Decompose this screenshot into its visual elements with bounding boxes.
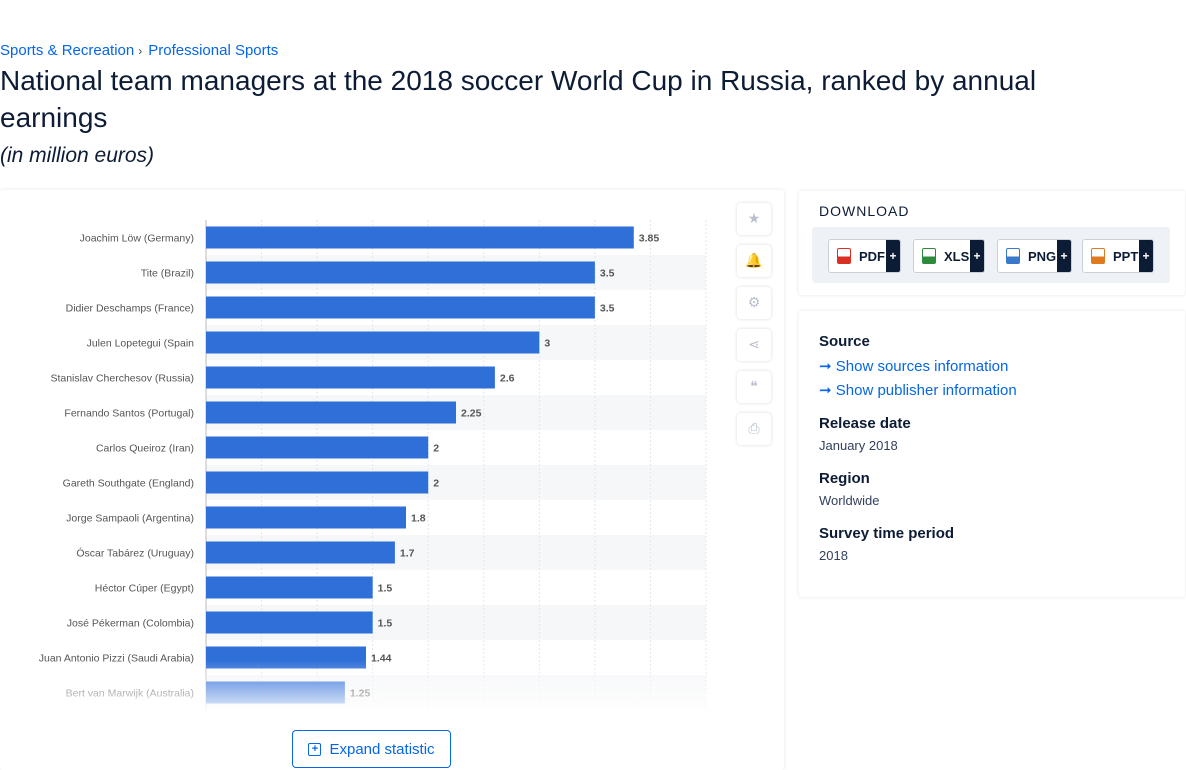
value-label: 3.5 [600, 303, 615, 315]
value-label: 1.5 [378, 583, 393, 595]
show-sources-link[interactable]: ➞ Show sources information [819, 357, 1008, 375]
favorite-button[interactable]: ★ [737, 203, 771, 235]
page-subtitle: (in million euros) [0, 144, 155, 167]
bell-icon: 🔔 [745, 253, 763, 269]
bar [206, 681, 345, 704]
arrow-right-icon: ➞ [819, 381, 832, 399]
breadcrumb: Sports & Recreation › Professional Sports [0, 42, 278, 59]
print-button[interactable]: ⎙ [737, 413, 771, 445]
download-heading: DOWNLOAD [819, 203, 910, 219]
arrow-right-icon: ➞ [819, 357, 832, 375]
png-file-icon [1006, 248, 1020, 264]
pdf-file-icon [837, 248, 851, 264]
bar [206, 471, 429, 494]
category-label: Carlos Queiroz (Iran) [96, 443, 194, 455]
bar [206, 506, 406, 529]
download-pdf-button[interactable]: PDF + [828, 239, 901, 273]
star-icon: ★ [747, 211, 761, 227]
bar [206, 576, 373, 599]
cite-button[interactable]: ❝ [737, 371, 771, 403]
bar [206, 331, 540, 354]
survey-period-heading: Survey time period [819, 525, 955, 542]
category-label: Tite (Brazil) [141, 268, 194, 280]
expand-statistic-label: Expand statistic [329, 740, 435, 758]
survey-period-value: 2018 [819, 548, 848, 563]
region-heading: Region [819, 470, 870, 487]
download-xls-button[interactable]: XLS + [913, 239, 985, 273]
expand-plus-icon: + [308, 742, 322, 756]
value-label: 1.5 [378, 618, 393, 630]
breadcrumb-separator: › [138, 44, 143, 58]
category-label: Didier Deschamps (France) [66, 303, 194, 315]
plus-icon: + [886, 240, 900, 272]
share-icon: ⋖ [748, 337, 760, 353]
bar [206, 611, 373, 634]
chart-toolbar: ★ 🔔 ⚙ ⋖ ❝ ⎙ [737, 203, 773, 455]
bar [206, 296, 595, 319]
value-label: 1.8 [411, 513, 426, 525]
bar [206, 226, 634, 249]
category-label: Joachim Löw (Germany) [80, 233, 194, 245]
release-date-value: January 2018 [819, 438, 898, 453]
value-label: 1.7 [400, 548, 415, 560]
plus-icon: + [1057, 240, 1071, 272]
gear-icon: ⚙ [747, 295, 761, 311]
bar [206, 541, 395, 564]
bar [206, 436, 429, 459]
notification-button[interactable]: 🔔 [737, 245, 771, 277]
value-label: 3.5 [600, 268, 615, 280]
xls-file-icon [922, 248, 936, 264]
category-label: Héctor Cúper (Egypt) [95, 583, 194, 595]
category-label: Julen Lopetegui (Spain [87, 338, 195, 350]
value-label: 3.85 [639, 233, 660, 245]
show-publisher-label: Show publisher information [835, 382, 1017, 399]
release-date-heading: Release date [819, 415, 911, 432]
value-label: 2.6 [500, 373, 515, 385]
download-ppt-label: PPT [1113, 248, 1139, 264]
download-pdf-label: PDF [859, 248, 885, 264]
value-label: 2 [433, 443, 439, 455]
region-value: Worldwide [819, 493, 880, 508]
category-label: Gareth Southgate (England) [63, 478, 194, 490]
category-label: Fernando Santos (Portugal) [64, 408, 194, 420]
source-heading: Source [819, 333, 870, 350]
bar [206, 366, 495, 389]
value-label: 3 [544, 338, 550, 350]
settings-button[interactable]: ⚙ [737, 287, 771, 319]
value-label: 1.25 [350, 688, 371, 700]
ppt-file-icon [1091, 248, 1105, 264]
plus-icon: + [970, 240, 984, 272]
category-label: Bert van Marwijk (Australia) [66, 688, 194, 700]
bar [206, 646, 366, 669]
breadcrumb-professional-sports[interactable]: Professional Sports [148, 42, 279, 59]
category-label: Óscar Tabárez (Uruguay) [76, 547, 194, 560]
source-card: Source ➞ Show sources information ➞ Show… [799, 311, 1185, 597]
category-label: Jorge Sampaoli (Argentina) [66, 513, 194, 525]
download-png-label: PNG [1028, 248, 1057, 264]
show-publisher-link[interactable]: ➞ Show publisher information [819, 381, 1017, 399]
value-label: 2 [433, 478, 439, 490]
chart-card: Joachim Löw (Germany) 3.85 Tite (Brazil) 3.… [0, 190, 784, 770]
expand-statistic-button[interactable]: + Expand statistic [292, 730, 451, 768]
download-ppt-button[interactable]: PPT + [1082, 239, 1154, 273]
download-card: DOWNLOAD PDF + XLS + PNG + PPT + [799, 191, 1185, 295]
plus-icon: + [1139, 240, 1153, 272]
category-label: José Pékerman (Colombia) [67, 618, 194, 630]
category-label: Juan Antonio Pizzi (Saudi Arabia) [39, 653, 194, 665]
page-title: National team managers at the 2018 socce… [0, 65, 1037, 133]
download-png-button[interactable]: PNG + [997, 239, 1072, 273]
bar [206, 401, 456, 424]
bar-chart: Joachim Löw (Germany) 3.85 Tite (Brazil) 3.… [39, 220, 707, 710]
category-label: Stanislav Cherchesov (Russia) [50, 373, 194, 385]
breadcrumb-sports-recreation[interactable]: Sports & Recreation [0, 42, 135, 59]
bar [206, 261, 595, 284]
value-label: 2.25 [461, 408, 482, 420]
quote-icon: ❝ [750, 379, 758, 395]
value-label: 1.44 [371, 653, 392, 665]
show-sources-label: Show sources information [835, 358, 1009, 375]
download-buttons: PDF + XLS + PNG + PPT + [812, 227, 1170, 283]
print-icon: ⎙ [748, 421, 760, 437]
share-button[interactable]: ⋖ [737, 329, 771, 361]
download-xls-label: XLS [944, 248, 970, 264]
